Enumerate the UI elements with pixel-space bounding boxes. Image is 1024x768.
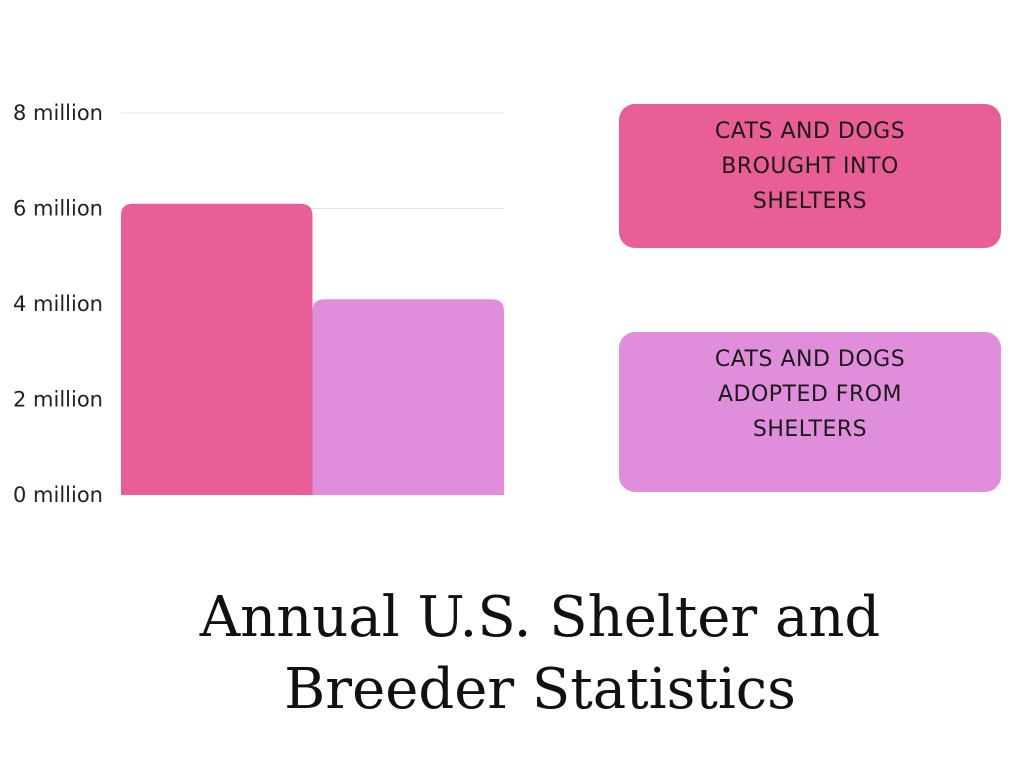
y-tick-label: 8 million bbox=[13, 101, 103, 125]
y-tick-label: 6 million bbox=[13, 197, 103, 221]
legend-line: SHELTERS bbox=[752, 417, 868, 442]
legend-entry-adopted-from-shelters: CATS AND DOGS ADOPTED FROM SHELTERS bbox=[619, 332, 1001, 492]
legend-line: SHELTERS bbox=[752, 189, 868, 214]
y-tick-label: 4 million bbox=[13, 292, 103, 316]
legend-line: CATS AND DOGS bbox=[714, 119, 906, 144]
chart-title-line: Breeder Statistics bbox=[284, 657, 796, 722]
legend-line: CATS AND DOGS bbox=[714, 347, 906, 372]
legend-line: ADOPTED FROM bbox=[717, 382, 903, 407]
legend-entry-brought-into-shelters: CATS AND DOGS BROUGHT INTO SHELTERS bbox=[619, 104, 1001, 248]
chart-title: Annual U.S. Shelter and Breeder Statisti… bbox=[40, 582, 1024, 726]
chart-title-line: Annual U.S. Shelter and bbox=[199, 585, 881, 650]
bar-0 bbox=[121, 203, 313, 495]
y-tick-label: 0 million bbox=[13, 483, 103, 507]
y-tick-label: 2 million bbox=[13, 388, 103, 412]
bar-chart: 8 million 6 million 4 million 2 million 0 mi… bbox=[13, 101, 504, 507]
bar-1 bbox=[312, 299, 504, 495]
legend-line: BROUGHT INTO bbox=[721, 154, 899, 179]
